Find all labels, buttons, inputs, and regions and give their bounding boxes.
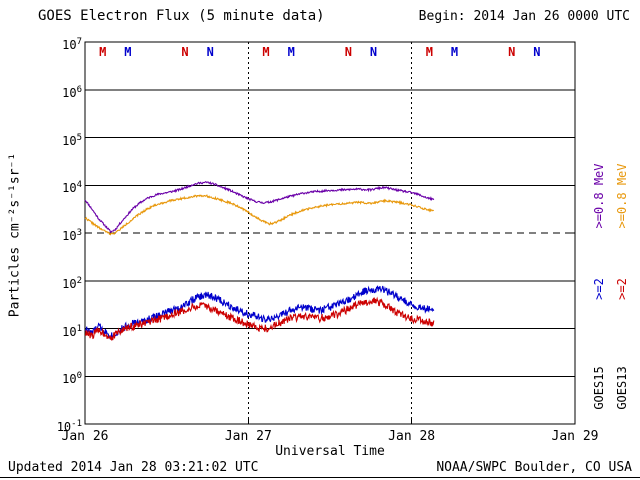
updated-timestamp: Updated 2014 Jan 28 03:21:02 UTC <box>8 460 259 475</box>
legend-goes15-08mev: >=0.8 MeV <box>592 163 606 229</box>
y-tick-label: 104 <box>62 180 82 196</box>
local-time-marker-goes15: M <box>124 45 132 59</box>
local-time-marker-goes13: M <box>99 45 107 59</box>
y-tick-label: 102 <box>62 275 82 291</box>
x-axis-label: Universal Time <box>275 444 385 459</box>
local-time-marker-goes13: N <box>181 45 189 59</box>
y-tick-label: 101 <box>62 323 82 339</box>
y-tick-label: 107 <box>62 37 82 52</box>
x-tick-label: Jan 28 <box>388 429 436 444</box>
y-tick-label: 106 <box>62 84 82 100</box>
legend-goes15-2mev: >=2 <box>592 278 606 300</box>
y-tick-label: 105 <box>62 132 82 148</box>
local-time-marker-goes15: N <box>206 45 214 59</box>
legend-goes13-2mev: >=2 <box>615 278 629 300</box>
legend-goes15-name: GOES15 <box>592 366 606 410</box>
begin-timestamp: Begin: 2014 Jan 26 0000 UTC <box>418 9 630 24</box>
series-goes15_08 <box>84 181 435 234</box>
x-tick-label: Jan 26 <box>61 429 109 444</box>
legend-goes13-08mev: >=0.8 MeV <box>615 163 629 229</box>
legend-goes13-name: GOES13 <box>615 366 629 410</box>
y-tick-label: 103 <box>62 228 82 243</box>
bottom-border-line <box>0 477 640 478</box>
local-time-marker-goes13: M <box>425 45 433 59</box>
page-title: GOES Electron Flux (5 minute data) <box>38 8 325 24</box>
local-time-marker-goes15: M <box>450 45 459 59</box>
source-attribution: NOAA/SWPC Boulder, CO USA <box>436 460 632 475</box>
series-goes15_2 <box>84 285 435 341</box>
x-tick-label: Jan 29 <box>551 429 599 444</box>
local-time-marker-goes13: N <box>508 45 516 59</box>
local-time-marker-goes13: M <box>262 45 270 59</box>
y-tick-label: 100 <box>62 371 82 387</box>
series-goes13_2 <box>84 296 435 341</box>
local-time-marker-goes15: N <box>369 45 378 59</box>
local-time-marker-goes15: N <box>533 45 541 59</box>
series-goes13_08 <box>84 194 435 236</box>
local-time-marker-goes15: M <box>287 45 295 59</box>
y-axis-label: Particles cm⁻²s⁻¹sr⁻¹ <box>7 152 23 318</box>
local-time-marker-goes13: N <box>344 45 352 59</box>
y-tick-label: 10-1 <box>56 419 82 434</box>
x-tick-label: Jan 27 <box>224 429 272 444</box>
